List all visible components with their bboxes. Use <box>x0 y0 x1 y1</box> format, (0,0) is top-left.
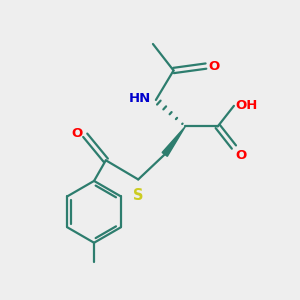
Text: S: S <box>133 188 143 203</box>
Text: O: O <box>236 148 247 161</box>
Text: HN: HN <box>128 92 151 105</box>
Text: O: O <box>208 60 220 73</box>
Text: O: O <box>72 127 83 140</box>
Text: OH: OH <box>236 99 258 112</box>
Polygon shape <box>162 126 185 156</box>
